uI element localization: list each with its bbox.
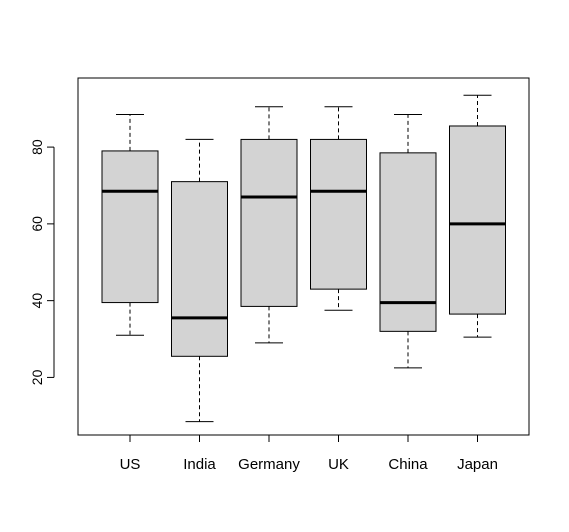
y-tick-label-20: 20 — [29, 369, 45, 385]
box-china — [379, 113, 437, 369]
box-germany — [240, 106, 298, 344]
x-tick-label-japan: Japan — [457, 456, 498, 473]
iqr-box-germany — [240, 138, 298, 307]
iqr-box-us — [101, 150, 159, 304]
box-us — [101, 113, 159, 336]
y-tick-label-60: 60 — [29, 216, 45, 232]
x-tick-label-germany: Germany — [238, 456, 300, 473]
iqr-box-japan — [449, 125, 506, 315]
box-uk — [310, 106, 367, 311]
box-india — [171, 138, 228, 423]
box-japan — [449, 94, 506, 338]
x-tick-label-china: China — [388, 456, 428, 473]
iqr-box-china — [379, 152, 437, 332]
y-tick-label-40: 40 — [29, 293, 45, 309]
x-tick-label-uk: UK — [328, 456, 349, 473]
y-axis: 20 40 60 80 — [29, 139, 55, 385]
x-tick-label-india: India — [183, 456, 216, 473]
iqr-box-uk — [310, 138, 367, 290]
boxes — [101, 94, 506, 423]
x-tick-label-us: US — [120, 456, 141, 473]
y-tick-label-80: 80 — [29, 139, 45, 155]
iqr-box-india — [171, 181, 228, 357]
x-axis: US India Germany UK China Japan — [120, 434, 498, 473]
